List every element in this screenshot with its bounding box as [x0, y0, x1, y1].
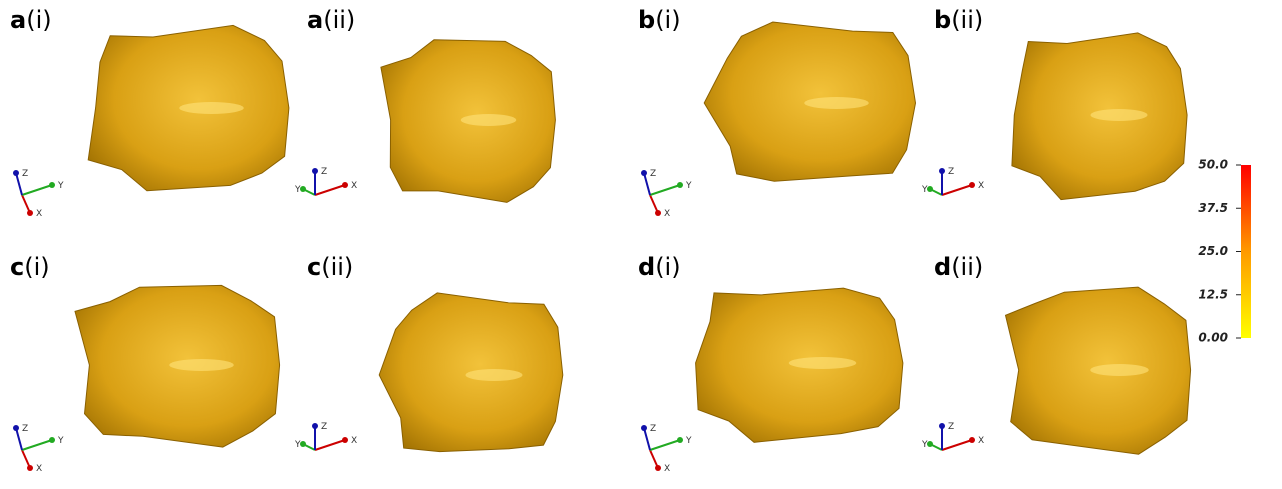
axis-head [927, 186, 933, 192]
panel-sub: (i) [655, 253, 680, 281]
highlight [1090, 364, 1149, 376]
figure: a(i)XYZa(ii)XYZb(i)XYZb(ii)XYZc(i)XYZc(i… [0, 0, 1282, 489]
axis-label: Z [650, 424, 656, 434]
axis-arrow [315, 440, 345, 450]
axis-head [342, 437, 348, 443]
highlight [179, 102, 244, 114]
axis-label: Z [948, 167, 954, 177]
axis-label: Z [948, 422, 954, 432]
axis-head [300, 441, 306, 447]
axis-arrow [650, 185, 680, 195]
axis-head [342, 182, 348, 188]
axis-label: Y [921, 185, 928, 195]
highlight [1091, 109, 1148, 121]
colorbar-label: 12.5 [1198, 287, 1228, 301]
axis-label: Y [57, 436, 64, 446]
axis-head [312, 168, 318, 174]
axis-label: Y [57, 181, 64, 191]
colorbar-label: 0.00 [1198, 331, 1228, 345]
panel-label: d(i) [638, 253, 681, 281]
panel-sub: (i) [24, 253, 49, 281]
axis-label: X [978, 181, 984, 191]
colorbar-label: 37.5 [1198, 201, 1228, 215]
axis-label: Y [685, 181, 692, 191]
axis-label: X [36, 209, 42, 219]
axis-label: X [351, 436, 357, 446]
colorbar [1241, 165, 1251, 338]
panel-label: d(ii) [934, 253, 983, 281]
axis-head [49, 437, 55, 443]
axis-head [312, 423, 318, 429]
highlight [466, 369, 523, 381]
panel-sub: (i) [655, 6, 680, 34]
axis-head [969, 437, 975, 443]
axis-label: Y [685, 436, 692, 446]
panel-sub: (ii) [951, 6, 983, 34]
axis-label: Z [321, 422, 327, 432]
highlight [169, 359, 234, 371]
axis-head [969, 182, 975, 188]
axis-label: X [664, 209, 670, 219]
highlight [461, 114, 517, 126]
axis-label: X [351, 181, 357, 191]
axis-arrow [942, 185, 972, 195]
panel-letter: c [307, 253, 321, 281]
axis-head [300, 186, 306, 192]
panel-label: b(ii) [934, 6, 983, 34]
panel-label: c(i) [10, 253, 50, 281]
axis-head [49, 182, 55, 188]
axis-label: Y [921, 440, 928, 450]
axis-label: Z [650, 169, 656, 179]
axis-label: X [978, 436, 984, 446]
axis-label: Z [321, 167, 327, 177]
panel-sub: (ii) [321, 253, 353, 281]
panel-letter: d [934, 253, 951, 281]
panel-letter: d [638, 253, 655, 281]
axis-head [677, 182, 683, 188]
axis-head [677, 437, 683, 443]
axis-label: Y [294, 440, 301, 450]
axis-head [655, 465, 661, 471]
axis-head [641, 170, 647, 176]
axis-label: X [36, 464, 42, 474]
axis-label: Z [22, 169, 28, 179]
panel-sub: (ii) [323, 6, 355, 34]
colorbar-label: 25.0 [1198, 244, 1228, 258]
panel-label: a(i) [10, 6, 52, 34]
axis-head [13, 425, 19, 431]
axis-arrow [22, 185, 52, 195]
colorbar-label: 50.0 [1198, 158, 1228, 172]
panel-letter: a [10, 6, 26, 34]
panel-letter: b [934, 6, 951, 34]
axis-head [27, 210, 33, 216]
axis-label: Y [294, 185, 301, 195]
highlight [804, 97, 869, 109]
panel-letter: c [10, 253, 24, 281]
axis-arrow [315, 185, 345, 195]
axis-arrow [942, 440, 972, 450]
axis-head [939, 423, 945, 429]
highlight [789, 357, 857, 369]
panel-letter: b [638, 6, 655, 34]
panel-label: c(ii) [307, 253, 353, 281]
axis-arrow [22, 440, 52, 450]
panel-letter: a [307, 6, 323, 34]
axis-head [655, 210, 661, 216]
panel-sub: (i) [26, 6, 51, 34]
axis-label: Z [22, 424, 28, 434]
panel-label: b(i) [638, 6, 681, 34]
axis-head [27, 465, 33, 471]
axis-label: X [664, 464, 670, 474]
axis-head [13, 170, 19, 176]
panel-label: a(ii) [307, 6, 355, 34]
axis-head [641, 425, 647, 431]
panel-sub: (ii) [951, 253, 983, 281]
axis-head [939, 168, 945, 174]
axis-arrow [650, 440, 680, 450]
axis-head [927, 441, 933, 447]
